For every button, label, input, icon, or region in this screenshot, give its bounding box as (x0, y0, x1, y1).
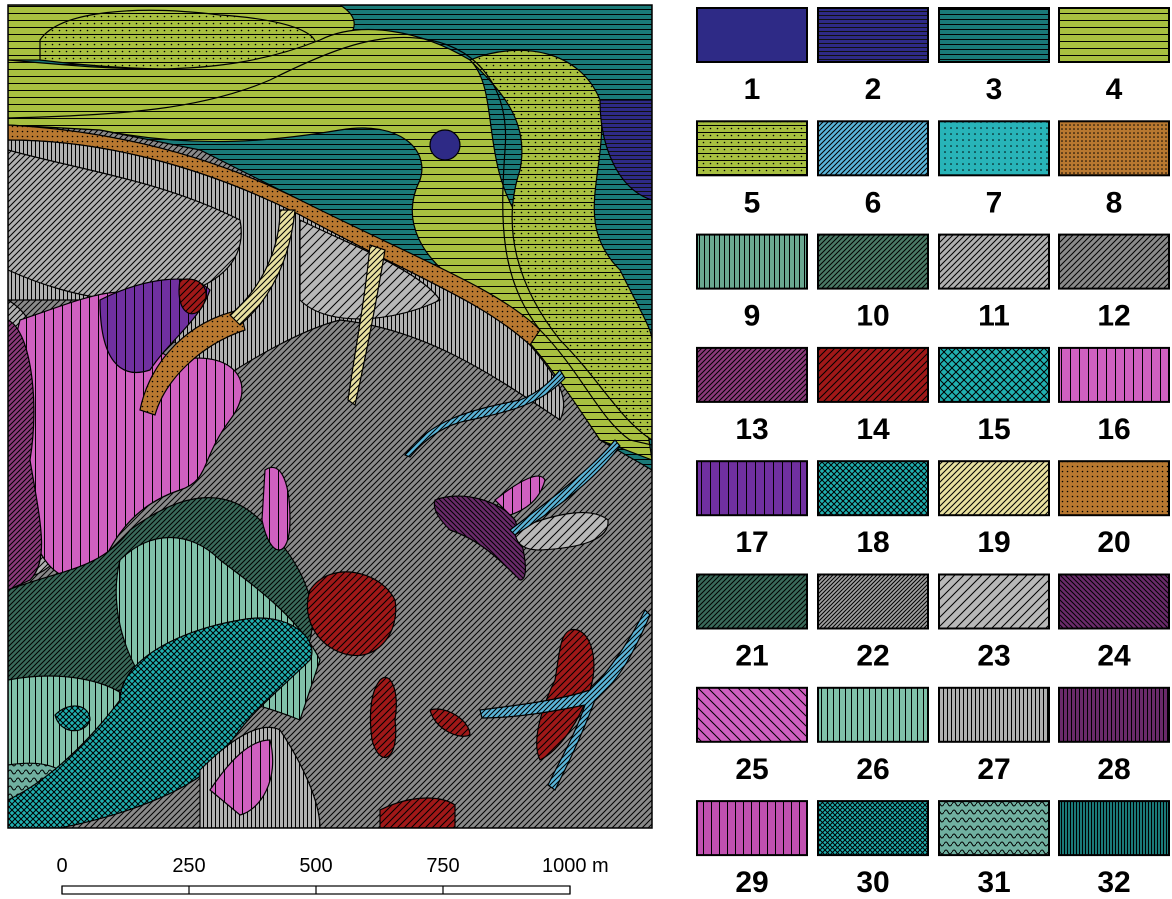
legend-label: 18 (856, 526, 889, 559)
legend-label: 5 (744, 186, 761, 219)
legend-swatch (818, 348, 928, 402)
scale-label: 0 (56, 855, 67, 877)
legend-swatch (939, 575, 1049, 629)
legend-label: 2 (865, 73, 882, 106)
legend-label: 26 (856, 753, 889, 786)
legend-label: 15 (977, 413, 1010, 446)
legend-label: 1 (744, 73, 761, 106)
legend-swatch (818, 688, 928, 742)
legend-label: 22 (856, 640, 889, 673)
legend-swatch (1059, 575, 1169, 629)
legend-label: 9 (744, 300, 761, 333)
legend-swatch (818, 801, 928, 855)
scale-label: 1000 m (542, 855, 609, 877)
legend-swatch (939, 121, 1049, 175)
page: 1234567891011121314151617181920212223242… (0, 0, 1172, 899)
legend-swatch (939, 801, 1049, 855)
legend-label: 11 (978, 300, 1010, 333)
legend-label: 20 (1097, 526, 1130, 559)
legend-label: 32 (1097, 866, 1130, 899)
legend-label: 17 (735, 526, 768, 559)
map-unit (370, 677, 396, 757)
map-unit (430, 130, 460, 160)
legend-label: 3 (986, 73, 1003, 106)
legend-label: 25 (735, 753, 768, 786)
legend-label: 13 (735, 413, 768, 446)
legend-label: 21 (735, 640, 768, 673)
legend-swatch (939, 8, 1049, 62)
legend-swatch (939, 235, 1049, 289)
legend-swatch (818, 461, 928, 515)
legend-swatch (697, 235, 807, 289)
legend-swatch (697, 461, 807, 515)
legend-label: 27 (977, 753, 1010, 786)
legend-label: 30 (856, 866, 889, 899)
legend-label: 4 (1106, 73, 1123, 106)
legend-label: 24 (1097, 640, 1131, 673)
legend-swatch (697, 348, 807, 402)
legend-swatch (1059, 348, 1169, 402)
legend-swatch (939, 688, 1049, 742)
legend-label: 14 (856, 413, 890, 446)
scale-bar: 0 250 500 750 1000 m (56, 855, 608, 894)
geologic-map (8, 5, 652, 828)
legend-swatch (1059, 121, 1169, 175)
legend-label: 7 (986, 186, 1003, 219)
legend-swatch (1059, 461, 1169, 515)
legend-label: 6 (865, 186, 882, 219)
legend-label: 19 (977, 526, 1010, 559)
legend-label: 29 (735, 866, 768, 899)
legend-swatch (818, 575, 928, 629)
legend-swatch (818, 121, 928, 175)
legend-label: 23 (977, 640, 1010, 673)
legend-swatch (1059, 235, 1169, 289)
legend-swatch (697, 801, 807, 855)
legend-swatch (939, 348, 1049, 402)
scale-label: 750 (426, 855, 459, 877)
legend-swatch (1059, 688, 1169, 742)
legend-label: 12 (1097, 300, 1130, 333)
legend-swatch (697, 688, 807, 742)
legend-swatch (697, 8, 807, 62)
scale-label: 500 (299, 855, 332, 877)
legend-label: 10 (856, 300, 889, 333)
legend-swatch (939, 461, 1049, 515)
scale-label: 250 (172, 855, 205, 877)
legend-swatch (1059, 8, 1169, 62)
legend-swatch (697, 575, 807, 629)
legend-swatch (818, 235, 928, 289)
legend-label: 16 (1097, 413, 1130, 446)
legend-label: 28 (1097, 753, 1130, 786)
legend-label: 8 (1106, 186, 1123, 219)
figure: 1234567891011121314151617181920212223242… (0, 0, 1172, 899)
legend-swatch (1059, 801, 1169, 855)
legend-swatch (818, 8, 928, 62)
legend-label: 31 (977, 866, 1010, 899)
legend-swatch (697, 121, 807, 175)
